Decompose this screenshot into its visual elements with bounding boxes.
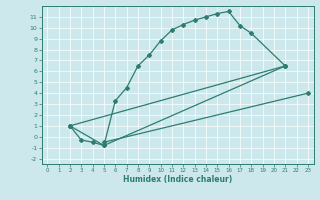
X-axis label: Humidex (Indice chaleur): Humidex (Indice chaleur)	[123, 175, 232, 184]
